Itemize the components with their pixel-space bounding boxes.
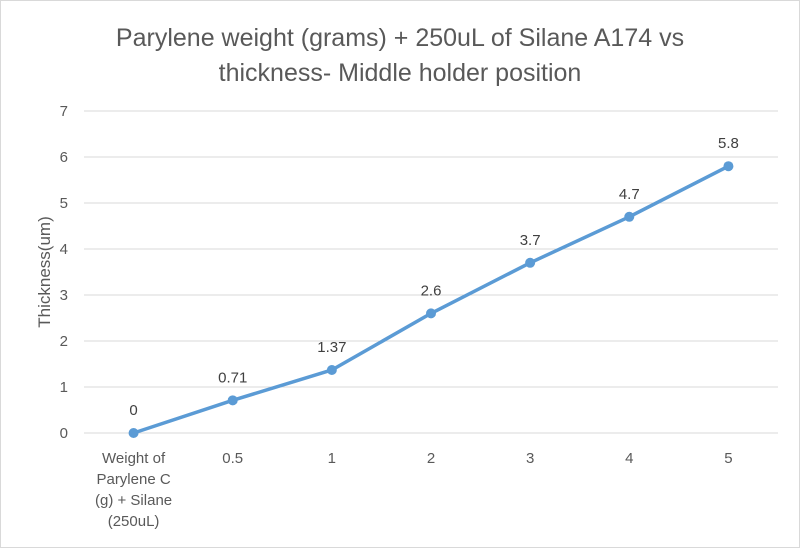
y-tick-label-7: 7 — [60, 103, 68, 120]
data-point-1 — [227, 395, 238, 406]
data-label-6: 5.8 — [718, 135, 739, 152]
y-tick-label-0: 0 — [60, 425, 68, 442]
data-point-6 — [723, 161, 734, 172]
y-tick-label-6: 6 — [60, 149, 68, 166]
y-tick-label-1: 1 — [60, 379, 68, 396]
chart-title: Parylene weight (grams) + 250uL of Silan… — [116, 24, 684, 87]
chart-title-line-2: thickness- Middle holder position — [219, 59, 582, 87]
x-tick-label-4: 3 — [526, 450, 534, 467]
x-tick-label-1: 0.5 — [222, 450, 243, 467]
gridlines — [84, 110, 778, 434]
y-axis-ticks: 0 1 2 3 4 5 6 7 — [60, 103, 68, 442]
x-tick-label-6: 5 — [724, 450, 732, 467]
x-tick-label-2: 1 — [328, 450, 336, 467]
data-label-4: 3.7 — [520, 232, 541, 249]
y-tick-label-5: 5 — [60, 195, 68, 212]
x-tick-label-3: 2 — [427, 450, 435, 467]
data-point-0 — [128, 428, 139, 438]
x-tick-label-0: Weight of Parylene C (g) + Silane (250uL) — [95, 450, 172, 530]
data-point-4 — [525, 257, 536, 268]
data-point-5 — [624, 211, 635, 222]
data-point-2 — [326, 364, 337, 375]
y-tick-label-4: 4 — [60, 241, 68, 258]
series-line-0 — [131, 164, 731, 435]
chart-title-line-1: Parylene weight (grams) + 250uL of Silan… — [116, 24, 684, 52]
data-labels: 0 0.71 1.37 2.6 3.7 4.7 5.8 — [129, 135, 738, 419]
y-axis-title: Thickness(um) — [35, 216, 54, 327]
data-label-0: 0 — [129, 402, 137, 419]
y-tick-label-2: 2 — [60, 333, 68, 350]
data-label-2: 1.37 — [317, 339, 346, 356]
x-axis-ticks: Weight of Parylene C (g) + Silane (250uL) 0.… — [95, 450, 733, 530]
x-tick-label-5: 4 — [625, 450, 633, 467]
y-tick-label-3: 3 — [60, 287, 68, 304]
series-thickness — [128, 161, 734, 438]
data-label-1: 0.71 — [218, 369, 247, 386]
data-label-3: 2.6 — [421, 282, 442, 299]
data-label-5: 4.7 — [619, 186, 640, 203]
data-point-3 — [426, 308, 436, 319]
